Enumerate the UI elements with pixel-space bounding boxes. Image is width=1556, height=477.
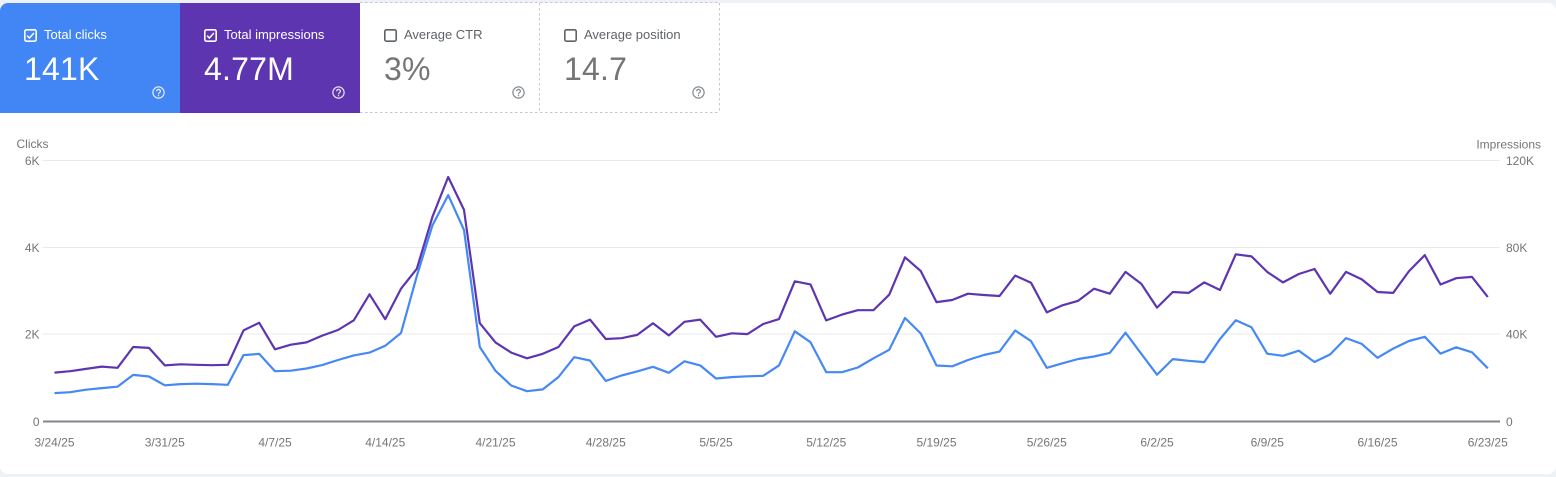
svg-text:120K: 120K — [1506, 154, 1534, 168]
svg-text:5/26/25: 5/26/25 — [1027, 436, 1067, 450]
svg-text:0: 0 — [33, 415, 40, 429]
svg-text:4K: 4K — [25, 241, 40, 255]
svg-text:6/9/25: 6/9/25 — [1251, 436, 1285, 450]
svg-text:3/24/25: 3/24/25 — [34, 436, 74, 450]
svg-text:80K: 80K — [1506, 241, 1527, 255]
svg-text:Impressions: Impressions — [1476, 138, 1541, 152]
svg-text:4/14/25: 4/14/25 — [365, 436, 405, 450]
svg-text:Clicks: Clicks — [17, 137, 49, 151]
svg-text:6K: 6K — [25, 154, 40, 168]
svg-text:5/12/25: 5/12/25 — [806, 436, 846, 450]
svg-text:5/19/25: 5/19/25 — [916, 436, 956, 450]
svg-text:4/21/25: 4/21/25 — [475, 436, 515, 450]
svg-text:6/2/25: 6/2/25 — [1140, 436, 1174, 450]
svg-text:0: 0 — [1506, 415, 1513, 429]
svg-text:4/28/25: 4/28/25 — [586, 436, 626, 450]
svg-text:3/31/25: 3/31/25 — [145, 436, 185, 450]
svg-text:6/16/25: 6/16/25 — [1357, 436, 1397, 450]
svg-text:2K: 2K — [25, 327, 40, 341]
svg-text:6/23/25: 6/23/25 — [1468, 436, 1508, 450]
svg-text:40K: 40K — [1506, 327, 1527, 341]
svg-text:4/7/25: 4/7/25 — [258, 436, 292, 450]
svg-text:5/5/25: 5/5/25 — [699, 436, 733, 450]
